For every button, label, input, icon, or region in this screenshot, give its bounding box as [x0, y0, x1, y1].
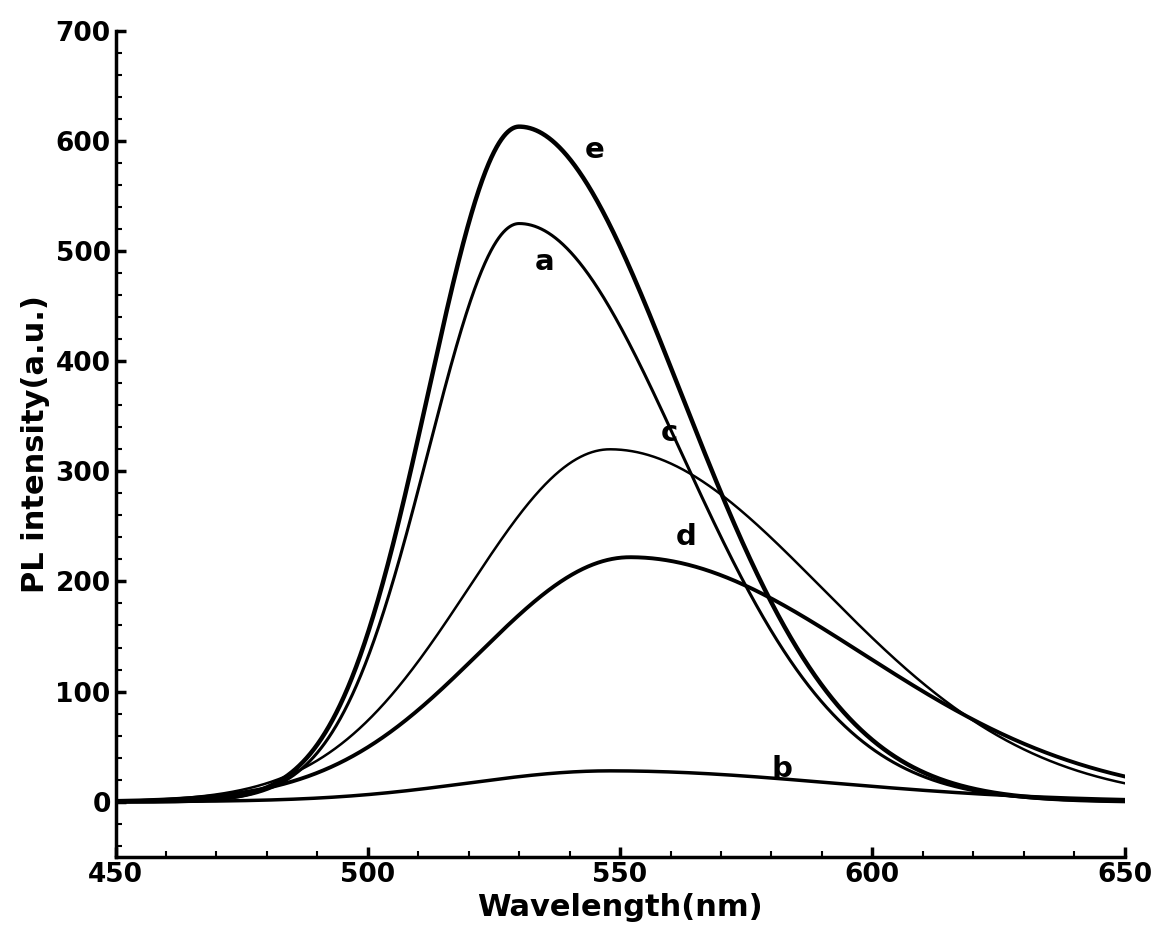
X-axis label: Wavelength(nm): Wavelength(nm) [477, 893, 762, 922]
Text: e: e [584, 136, 604, 164]
Text: d: d [676, 523, 697, 552]
Text: a: a [534, 248, 554, 276]
Text: c: c [660, 419, 678, 447]
Y-axis label: PL intensity(a.u.): PL intensity(a.u.) [21, 295, 49, 593]
Text: b: b [772, 754, 792, 783]
